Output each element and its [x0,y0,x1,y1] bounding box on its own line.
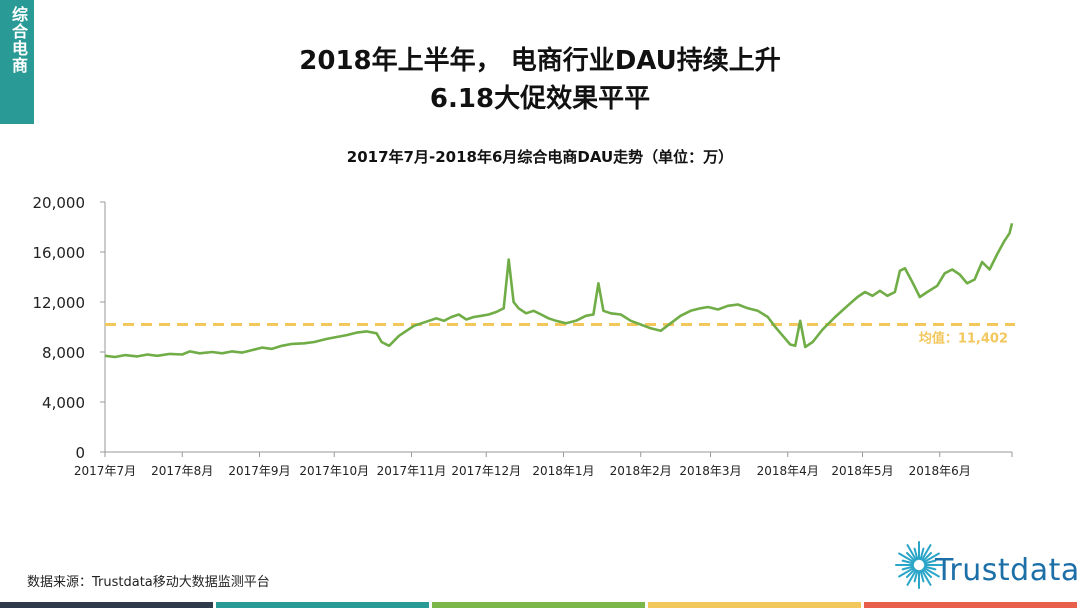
dau-series-line [104,222,1014,359]
bottom-color-bar [0,602,1080,608]
y-tick-label: 20,000 [33,194,86,212]
x-tick-label: 2017年9月 [228,464,290,478]
page-title-line1: 2018年上半年， 电商行业DAU持续上升 [299,46,781,76]
x-tick-label: 2017年7月 [74,464,136,478]
burst-ray [923,552,940,563]
y-tick-label: 4,000 [42,394,85,412]
burst-ray [901,559,915,565]
chart-title: 2017年7月-2018年6月综合电商DAU走势（单位：万） [346,148,734,166]
x-tick-label: 2018年5月 [831,464,893,478]
burst-ray [901,565,915,571]
x-tick-label: 2017年10月 [299,464,369,478]
burst-ray [919,569,925,583]
bottom-bar-segment [0,602,213,608]
x-tick-label: 2017年12月 [451,464,521,478]
burst-ray [921,569,932,586]
x-tick-label: 2017年11月 [377,464,447,478]
burst-ray [923,567,940,578]
burst-ray [923,565,937,571]
burst-ray [898,567,915,578]
burst-ray [922,568,932,578]
corner-tab-label: 综合电商 [9,6,28,74]
y-tick-label: 8,000 [42,344,85,362]
burst-ray [923,559,937,565]
trustdata-logo: Trustdata [895,535,1079,595]
bottom-bar-segment [432,602,645,608]
burst-ray [922,552,932,562]
burst-ray [913,569,919,583]
x-tick-label: 2018年3月 [679,464,741,478]
burst-ray [921,544,932,561]
y-tick-label: 0 [75,444,85,462]
bottom-bar-segment [864,602,1077,608]
bottom-bar-segment [648,602,861,608]
page-title-line2: 6.18大促效果平平 [429,84,651,114]
y-tick-label: 16,000 [33,244,86,262]
burst-ray [906,568,916,578]
trustdata-burst-icon [895,541,943,589]
mean-reference-label: 均值：11,402 [919,331,1008,347]
x-tick-label: 2017年8月 [151,464,213,478]
trustdata-brand-text: Trustdata [935,553,1080,588]
bottom-bar-segment [216,602,429,608]
x-tick-label: 2018年1月 [532,464,594,478]
burst-ray [906,552,916,562]
corner-tab-notch [0,96,34,124]
x-tick-label: 2018年6月 [909,464,971,478]
burst-ray [919,547,925,561]
x-tick-label: 2018年2月 [610,464,672,478]
y-tick-label: 12,000 [33,294,86,312]
burst-ray [898,552,915,563]
burst-ray [906,544,917,561]
burst-ray [906,569,917,586]
data-source-note: 数据来源：Trustdata移动大数据监测平台 [27,575,270,590]
x-tick-label: 2018年4月 [757,464,819,478]
burst-ray [913,547,919,561]
